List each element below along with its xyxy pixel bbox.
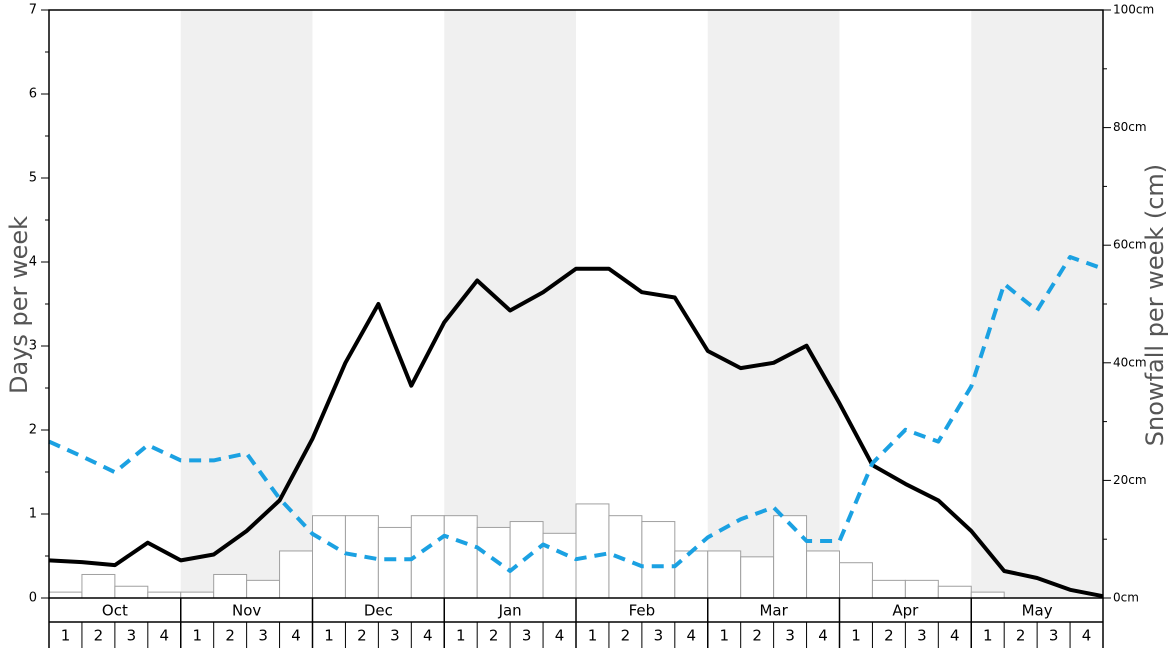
snowfall-bar-12: [410, 515, 445, 599]
y-left-tick-label: 7: [29, 3, 37, 18]
week-label: 2: [357, 627, 367, 645]
y-right-tick-label: 0cm: [1113, 591, 1139, 605]
month-band-jan: [444, 10, 576, 598]
week-label: 2: [752, 627, 762, 645]
month-label-feb: Feb: [629, 602, 656, 620]
week-label: 3: [1049, 627, 1059, 645]
y-right-tick-label: 100cm: [1113, 3, 1154, 17]
week-label: 2: [1016, 627, 1026, 645]
dashed-blue-line: [48, 255, 1104, 573]
week-label: 3: [917, 627, 927, 645]
snowfall-bar-9: [312, 515, 346, 599]
month-label-jan: Jan: [498, 602, 522, 620]
snowfall-bar-16: [542, 532, 577, 599]
snowfall-bar-6: [213, 573, 248, 599]
snowfall-bar-3: [114, 585, 149, 599]
week-label: 2: [884, 627, 894, 645]
snowfall-bar-5: [180, 591, 215, 599]
snowfall-bars: [48, 503, 1005, 599]
snowfall-bar-14: [476, 526, 511, 599]
snowfall-bar-26: [871, 579, 906, 599]
snowfall-bar-29: [970, 591, 1005, 599]
x-axis-table: Oct 1 2 3 4 Nov 1 2 3 4 Dec 1 2 3 4 Jan 1 2 3 4 Feb 1 2 3 4 Mar 1 2…: [48, 598, 1104, 648]
week-label: 4: [555, 627, 565, 645]
week-label: 2: [621, 627, 631, 645]
y-axis-left-title: Days per week: [5, 216, 33, 394]
axis-titles: Days per week Snowfall per week (cm): [5, 164, 1168, 446]
week-label: 1: [983, 627, 993, 645]
month-band-nov: [180, 10, 313, 598]
y-left-tick-label: 0: [29, 591, 37, 606]
y-right-tick-label: 60cm: [1113, 238, 1147, 252]
week-label: 4: [423, 627, 433, 645]
snowfall-bar-17: [575, 503, 610, 599]
y-left-tick-label: 3: [29, 339, 37, 354]
y-axis-right-title: Snowfall per week (cm): [1141, 164, 1168, 446]
y-left-tick-label: 5: [29, 171, 37, 186]
y-right-tick-label: 20cm: [1113, 473, 1147, 487]
data-lines: [48, 255, 1104, 599]
month-band-may: [971, 10, 1103, 598]
snowfall-bar-22: [740, 556, 775, 599]
snowfall-bar-23: [773, 515, 808, 599]
month-label-nov: Nov: [232, 602, 261, 620]
week-label: 3: [522, 627, 532, 645]
snowfall-bar-19: [641, 521, 676, 599]
solid-black-line: [48, 266, 1104, 599]
snowfall-bar-24: [806, 550, 840, 599]
week-label: 1: [324, 627, 334, 645]
snowfall-bar-20: [674, 550, 709, 599]
month-label-apr: Apr: [892, 602, 919, 620]
week-label: 4: [950, 627, 960, 645]
snowfall-bar-1: [48, 591, 83, 599]
y-right-tick-label: 80cm: [1113, 120, 1147, 134]
snowfall-bar-11: [377, 526, 412, 599]
week-label: 2: [489, 627, 499, 645]
y-left-tick-label: 6: [29, 87, 37, 102]
y-left-tick-label: 1: [29, 507, 37, 522]
month-label-dec: Dec: [364, 602, 393, 620]
snowfall-bar-7: [246, 579, 281, 599]
week-label: 1: [851, 627, 861, 645]
snowfall-bar-27: [904, 579, 939, 599]
snowfall-bar-2: [81, 573, 116, 599]
week-label: 1: [61, 627, 71, 645]
week-label: 3: [654, 627, 664, 645]
week-label: 1: [192, 627, 202, 645]
month-label-mar: Mar: [759, 602, 788, 620]
week-label: 4: [291, 627, 301, 645]
month-label-oct: Oct: [102, 602, 128, 620]
snowfall-bar-13: [443, 515, 478, 599]
snowfall-bar-21: [707, 550, 742, 599]
month-shading-bands: [180, 10, 1103, 598]
week-label: 3: [127, 627, 137, 645]
snowfall-bar-28: [937, 585, 972, 599]
month-label-may: May: [1022, 602, 1053, 620]
week-label: 4: [1082, 627, 1092, 645]
week-label: 3: [785, 627, 795, 645]
snowfall-bar-25: [839, 562, 873, 599]
y-left-tick-label: 4: [29, 255, 37, 270]
snowfall-bar-4: [147, 591, 182, 599]
axes: 0 1 2 3 4 5 6 7 0cm 20cm 40cm 60cm 80cm 100cm: [29, 3, 1154, 606]
week-label: 4: [818, 627, 828, 645]
week-label: 1: [456, 627, 466, 645]
y-right-tick-label: 40cm: [1113, 355, 1147, 369]
y-left-tick-label: 2: [29, 423, 37, 438]
week-label: 2: [225, 627, 235, 645]
month-band-mar: [707, 10, 840, 598]
week-label: 4: [160, 627, 170, 645]
snowfall-bar-8: [279, 550, 313, 599]
week-label: 1: [588, 627, 598, 645]
week-label: 4: [687, 627, 697, 645]
week-label: 2: [94, 627, 104, 645]
week-label: 1: [719, 627, 729, 645]
week-label: 3: [390, 627, 400, 645]
week-label: 3: [258, 627, 268, 645]
